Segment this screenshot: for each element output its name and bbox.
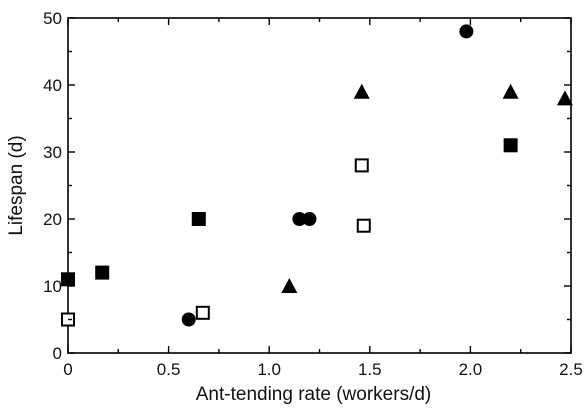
point-filled-triangle [556, 90, 573, 106]
point-filled-triangle [502, 83, 519, 99]
point-filled-circle [181, 312, 196, 327]
point-open-square [356, 218, 371, 233]
x-tick-label: 2.0 [459, 360, 483, 379]
y-tick-label: 10 [43, 277, 62, 296]
x-axis-title: Ant-tending rate (workers/d) [196, 384, 432, 405]
point-filled-square [191, 212, 206, 226]
point-filled-square [61, 272, 75, 287]
point-open-square [195, 305, 210, 320]
y-axis-title: Lifespan (d) [6, 135, 27, 235]
point-filled-circle [459, 24, 474, 39]
x-axis-ticks: 0 0.5 1.0 1.5 2.0 2.5 [63, 18, 583, 379]
point-filled-triangle [281, 278, 298, 293]
y-tick-label: 0 [53, 344, 62, 363]
x-tick-label: 2.5 [559, 360, 583, 379]
point-filled-square [503, 138, 518, 153]
point-filled-circle [292, 212, 307, 226]
x-tick-label: 1.0 [257, 360, 281, 379]
plot-frame [67, 17, 572, 354]
x-tick-label: 1.5 [358, 360, 382, 379]
y-axis-ticks: 0 10 20 30 40 50 [43, 9, 571, 363]
point-filled-triangle [353, 83, 370, 99]
y-tick-label: 40 [43, 76, 62, 95]
point-filled-square [95, 265, 110, 280]
x-tick-label: 0 [63, 360, 72, 379]
data-markers [61, 24, 573, 327]
y-tick-label: 30 [43, 143, 62, 162]
plot-area [67, 17, 572, 354]
point-filled-circle [302, 212, 317, 226]
y-tick-label: 50 [43, 9, 62, 28]
x-tick-label: 0.5 [157, 360, 181, 379]
y-tick-label: 20 [43, 210, 62, 229]
point-open-square [354, 158, 369, 173]
